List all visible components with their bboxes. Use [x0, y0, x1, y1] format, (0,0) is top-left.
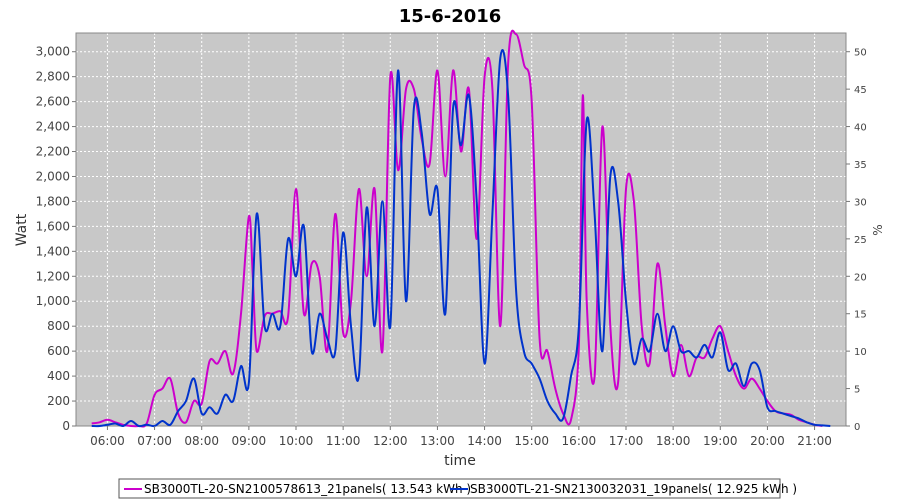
series-layer	[91, 29, 831, 428]
plot-area	[76, 33, 846, 426]
y-tick-label: 200	[47, 394, 70, 408]
y-axis-label: Watt	[14, 213, 30, 246]
series-line-2	[91, 49, 831, 428]
y-tick-label: 1,000	[36, 294, 70, 308]
y-tick-label: 0	[62, 419, 70, 433]
x-tick-label: 11:00	[326, 434, 361, 448]
y-tick-label: 2,400	[36, 120, 70, 134]
y-tick-label: 600	[47, 344, 70, 358]
y2-tick-label: 10	[854, 347, 867, 358]
gridlines	[75, 32, 847, 427]
y2-tick-label: 30	[854, 197, 867, 208]
x-tick-label: 08:00	[184, 434, 219, 448]
legend-label-2: SB3000TL-21-SN2130032031_19panels( 12.92…	[470, 482, 797, 496]
x-tick-label: 09:00	[232, 434, 267, 448]
y-tick-label: 400	[47, 369, 70, 383]
x-tick-label: 07:00	[137, 434, 172, 448]
legend-box	[118, 478, 781, 499]
plot-border	[75, 32, 847, 427]
x-tick-label: 15:00	[514, 434, 549, 448]
series-line-1	[91, 29, 823, 428]
x-tick-label: 17:00	[609, 434, 644, 448]
x-tick-label: 21:00	[797, 434, 832, 448]
y2-tick-label: 15	[854, 310, 867, 321]
y2-tick-label: 25	[854, 235, 867, 246]
y-tick-label: 3,000	[36, 45, 70, 59]
y2-tick-label: 45	[854, 85, 867, 96]
legend-label-1: SB3000TL-20-SN2100578613_21panels( 13.54…	[144, 482, 471, 496]
y2-axis-label: %	[871, 224, 885, 235]
y2-tick-label: 0	[854, 422, 860, 433]
legend: SB3000TL-20-SN2100578613_21panels( 13.54…	[118, 478, 797, 499]
y2-tick-label: 5	[854, 385, 860, 396]
x-axis-ticks: 06:00 07:00 08:00 09:00 10:00 11:00 12:00 13:00…	[90, 426, 832, 448]
x-tick-label: 06:00	[90, 434, 125, 448]
x-tick-label: 14:00	[467, 434, 502, 448]
y-tick-label: 2,800	[36, 70, 70, 84]
x-axis-label: time	[444, 453, 476, 469]
y2-tick-label: 20	[854, 272, 867, 283]
y-tick-label: 1,800	[36, 194, 70, 208]
x-tick-label: 10:00	[279, 434, 314, 448]
x-tick-label: 12:00	[373, 434, 408, 448]
y-tick-label: 2,200	[36, 145, 70, 159]
x-tick-label: 20:00	[750, 434, 785, 448]
y2-tick-label: 40	[854, 123, 867, 134]
y-tick-label: 1,200	[36, 269, 70, 283]
x-tick-label: 16:00	[562, 434, 597, 448]
y2-tick-label: 35	[854, 160, 867, 171]
y-tick-label: 1,600	[36, 219, 70, 233]
x-tick-label: 18:00	[656, 434, 691, 448]
y-tick-label: 800	[47, 319, 70, 333]
y-tick-label: 2,600	[36, 95, 70, 109]
y-tick-label: 1,400	[36, 244, 70, 258]
y-axis-ticks: 0 200 400 600 800 1,000 1,200 1,400 1,600 1,800 2,…	[36, 45, 76, 433]
chart-title: 15-6-2016	[399, 6, 502, 27]
y2-tick-label: 50	[854, 48, 867, 59]
x-tick-label: 13:00	[420, 434, 455, 448]
y-tick-label: 2,000	[36, 169, 70, 183]
y2-axis-ticks: 0 5 10 15 20 25 30 35 40 45 50	[846, 48, 867, 433]
x-tick-label: 19:00	[703, 434, 738, 448]
